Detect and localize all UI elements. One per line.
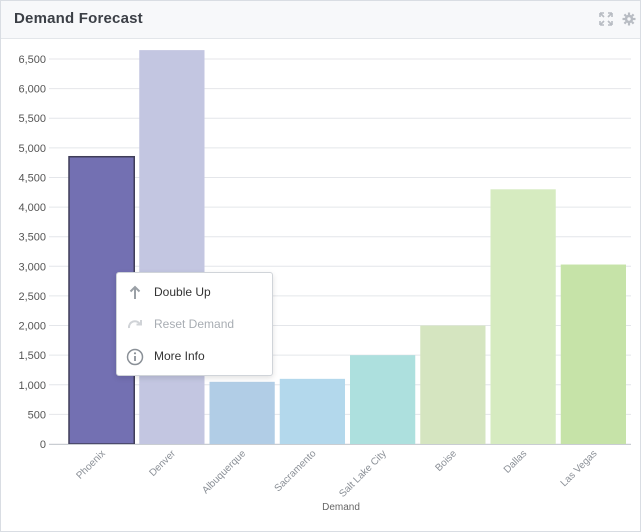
x-tick-label: Denver	[147, 448, 178, 479]
bars-group	[68, 50, 626, 445]
y-axis-ticks: 0 500 1,000 1,500 2,000 2,500 3,000 3,500 4,000 4…	[18, 54, 46, 451]
bar-denver[interactable]	[139, 50, 205, 444]
y-tick-label: 1,500	[18, 350, 46, 362]
menu-item-label: Reset Demand	[154, 317, 235, 331]
x-tick-label: Dallas	[502, 448, 529, 475]
x-tick-label: Salt Lake City	[337, 448, 388, 499]
menu-item-double-up[interactable]: Double Up	[117, 278, 272, 308]
y-tick-label: 2,500	[18, 291, 46, 303]
y-tick-label: 500	[28, 409, 46, 421]
y-tick-label: 0	[40, 439, 46, 451]
x-axis-title: Demand	[322, 502, 360, 513]
expand-icon[interactable]	[599, 12, 613, 26]
y-tick-label: 5,000	[18, 143, 46, 155]
menu-item-label: More Info	[154, 349, 205, 363]
x-axis-ticks: Phoenix Denver Albuquerque Sacramento Salt L…	[74, 448, 599, 500]
gear-icon[interactable]	[622, 12, 636, 26]
y-tick-label: 5,500	[18, 113, 46, 125]
bar-albuquerque[interactable]	[209, 381, 275, 444]
panel-header: Demand Forecast	[1, 1, 640, 39]
y-tick-label: 1,000	[18, 380, 46, 392]
y-tick-label: 4,000	[18, 202, 46, 214]
menu-item-reset-demand[interactable]: Reset Demand	[117, 310, 272, 340]
redo-icon	[126, 316, 144, 334]
x-tick-label: Sacramento	[273, 448, 319, 494]
x-tick-label: Albuquerque	[200, 448, 248, 496]
bar-sacramento[interactable]	[279, 378, 345, 444]
menu-item-more-info[interactable]: More Info	[117, 342, 272, 372]
y-tick-label: 6,000	[18, 84, 46, 96]
y-tick-label: 4,500	[18, 172, 46, 184]
demand-bar-chart: 0 500 1,000 1,500 2,000 2,500 3,000 3,500 4,000 4…	[18, 50, 631, 513]
y-tick-label: 2,000	[18, 321, 46, 333]
x-tick-label: Las Vegas	[559, 448, 600, 489]
info-icon	[126, 348, 144, 366]
panel-title: Demand Forecast	[14, 10, 143, 27]
bar-salt-lake-city[interactable]	[350, 355, 416, 444]
bar-las-vegas[interactable]	[560, 264, 626, 444]
y-tick-label: 3,000	[18, 261, 46, 273]
context-menu: Double Up Reset Demand More Info	[116, 272, 273, 376]
x-tick-label: Boise	[434, 448, 460, 474]
bar-dallas[interactable]	[490, 189, 556, 444]
y-tick-label: 3,500	[18, 232, 46, 244]
arrow-up-icon	[126, 284, 144, 302]
bar-boise[interactable]	[420, 325, 486, 444]
y-tick-label: 6,500	[18, 54, 46, 66]
x-tick-label: Phoenix	[74, 448, 107, 481]
menu-item-label: Double Up	[154, 285, 211, 299]
